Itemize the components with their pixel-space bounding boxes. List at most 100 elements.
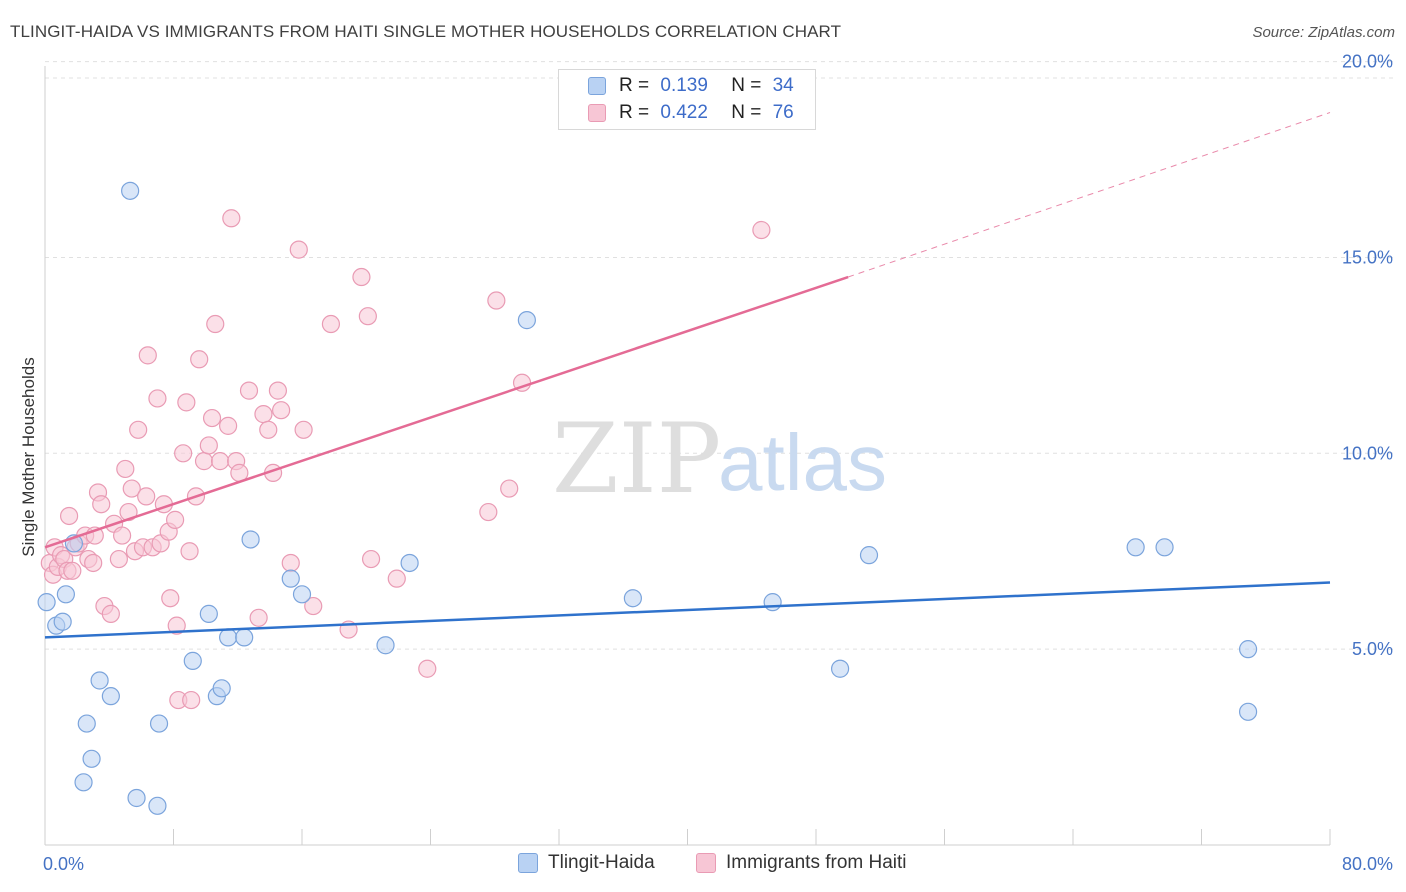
legend-label: Tlingit-Haida (548, 852, 655, 873)
y-tick-label: 5.0% (1352, 639, 1393, 659)
tlingit-point (292, 585, 312, 604)
tlingit-point (1238, 640, 1258, 659)
tlingit-point (37, 593, 56, 612)
haiti-point (500, 479, 519, 498)
haiti-point (109, 549, 128, 569)
y-tick-labels: 5.0% 10.0% 15.0% 20.0% (1342, 52, 1393, 660)
n-value: 34 (772, 75, 794, 96)
haiti-point (166, 510, 185, 529)
r-value: 0.422 (660, 102, 708, 123)
tlingit-point (82, 749, 101, 768)
tlingit-point (74, 773, 93, 792)
trend-lines (44, 112, 1331, 639)
haiti-point (116, 459, 135, 479)
haiti-point (180, 542, 199, 561)
y-tick-label: 10.0% (1342, 443, 1393, 463)
haiti-trend-extension (847, 112, 1331, 278)
tlingit-point (1238, 702, 1258, 721)
chart-title: TLINGIT-HAIDA VS IMMIGRANTS FROM HAITI S… (10, 22, 842, 41)
watermark-zip: ZIP (552, 403, 721, 515)
haiti-point (206, 314, 225, 334)
x-tick-label: 80.0% (1342, 854, 1393, 874)
tlingit-point (241, 530, 260, 549)
haiti-point (418, 659, 437, 678)
tlingit-point (623, 589, 642, 608)
haiti-point (190, 350, 209, 369)
y-axis-label: Single Mother Households (19, 357, 38, 556)
tlingit-point (56, 585, 75, 604)
haiti-point (122, 479, 141, 498)
haiti-point (272, 401, 291, 420)
tlingit-point (517, 311, 536, 330)
haiti-point (129, 420, 148, 439)
haiti-point (119, 502, 138, 522)
tlingit-point (219, 628, 238, 647)
legend-label: Immigrants from Haiti (726, 852, 907, 873)
haiti-point (138, 346, 157, 365)
source-label: Source: ZipAtlas.com (1252, 24, 1395, 41)
haiti-point (63, 561, 82, 580)
tlingit-point (199, 604, 218, 623)
gridlines (45, 61, 1395, 650)
haiti-point (254, 405, 273, 424)
tlingit-point (77, 714, 96, 733)
x-tick-labels: 0.0% 80.0% (43, 854, 1393, 874)
r-label: R = (619, 75, 650, 96)
tlingit-point (859, 546, 879, 565)
x-tick-label: 0.0% (43, 854, 84, 874)
tlingit-point (830, 659, 850, 678)
haiti-point (177, 393, 196, 412)
tlingit-trend-line (44, 581, 1331, 639)
haiti-point (202, 408, 222, 428)
haiti-point (281, 553, 300, 573)
haiti-point (194, 452, 214, 471)
haiti-point (92, 495, 111, 514)
tlingit-point (281, 569, 300, 588)
haiti-point (361, 549, 381, 569)
haiti-point (487, 291, 506, 310)
haiti-point (268, 381, 288, 400)
haiti-point (174, 444, 193, 463)
tlingit-point (1155, 538, 1174, 557)
tlingit-point (53, 612, 72, 631)
haiti-point (84, 553, 103, 573)
haiti-point (222, 209, 241, 228)
tlingit-point (148, 796, 167, 815)
haiti-point (101, 604, 120, 623)
tlingit-point (235, 628, 254, 647)
tlingit-point (376, 636, 395, 655)
haiti-point (59, 506, 79, 526)
legend-swatch-blue (518, 853, 538, 873)
haiti-point (161, 589, 180, 608)
tlingit-point (763, 593, 782, 612)
haiti-point (304, 596, 323, 616)
tlingit-point (212, 679, 231, 698)
haiti-point (259, 420, 278, 439)
series-tlingit-points (37, 181, 1258, 815)
legend-series: Tlingit-Haida Immigrants from Haiti (0, 852, 1406, 876)
haiti-point (321, 314, 341, 334)
watermark-atlas: atlas (718, 418, 887, 507)
haiti-point (199, 436, 218, 455)
haiti-point (249, 608, 268, 627)
haiti-point (387, 569, 406, 588)
haiti-trend-line (44, 275, 849, 549)
haiti-point (752, 220, 771, 240)
y-tick-label: 20.0% (1342, 52, 1393, 72)
haiti-point (210, 452, 230, 471)
r-label: R = (619, 102, 650, 123)
haiti-point (182, 690, 201, 710)
legend-stats: R = 0.139 N = 34 R = 0.422 N = 76 (558, 69, 816, 130)
haiti-point (112, 526, 132, 545)
tlingit-point (400, 553, 419, 573)
tlingit-point (149, 714, 169, 733)
legend-swatch-blue (588, 77, 606, 95)
haiti-point (479, 502, 498, 522)
watermark: ZIP atlas (552, 403, 887, 515)
r-value: 0.139 (660, 75, 708, 96)
haiti-point (148, 389, 167, 408)
haiti-point (352, 267, 371, 287)
legend-swatch-pink (588, 104, 606, 122)
haiti-point (167, 616, 186, 635)
haiti-point (289, 240, 308, 259)
